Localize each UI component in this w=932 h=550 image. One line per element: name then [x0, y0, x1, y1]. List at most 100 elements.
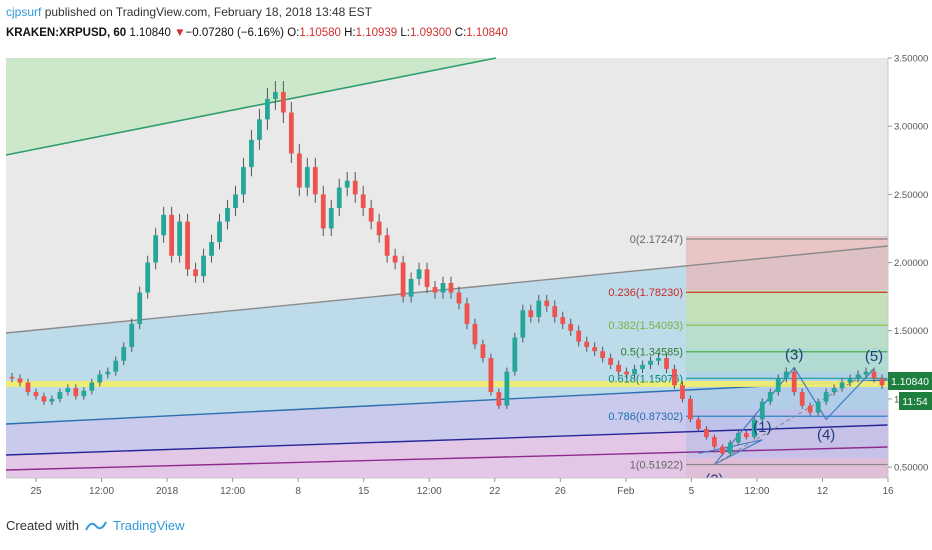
- x-tick-label: 2018: [156, 486, 179, 497]
- candle-body: [480, 344, 486, 358]
- y-tick-label: 0.50000: [894, 463, 928, 474]
- last-price-tag: [888, 372, 932, 390]
- x-tick-label: 15: [358, 486, 370, 497]
- candle-body: [241, 167, 246, 195]
- support-band: [6, 381, 888, 387]
- candle-body: [560, 317, 566, 324]
- candle-body: [33, 392, 39, 397]
- candle-body: [727, 442, 733, 454]
- candle-body: [855, 374, 861, 379]
- x-tick-label: 12:00: [744, 486, 769, 497]
- time-axis[interactable]: 25 12:00 2018 12:00 8 15 12:00 22 26 Feb 5 12:00 12 1…: [30, 478, 894, 497]
- candle-body: [161, 214, 167, 236]
- candle-body: [17, 378, 23, 383]
- candle-body: [464, 303, 470, 324]
- fib-label: 0.236(1.78230): [608, 287, 683, 299]
- candle-body: [616, 364, 622, 372]
- candle-body: [815, 401, 821, 413]
- candle-body: [328, 208, 334, 229]
- candle-body: [360, 194, 366, 208]
- candle-body: [807, 405, 813, 413]
- candle-body: [783, 371, 789, 379]
- author-link[interactable]: cjpsurf: [6, 5, 42, 19]
- tradingview-brand[interactable]: TradingView: [112, 518, 185, 533]
- x-tick-label: 12:00: [89, 486, 114, 497]
- high-label: H:: [344, 27, 356, 39]
- symbol: KRAKEN:XRPUSD, 60: [6, 27, 127, 39]
- time-axis-bg: [0, 478, 932, 506]
- lower-channel-fill: [6, 380, 888, 455]
- candle-body: [320, 194, 326, 229]
- fib-label: 0.382(1.54093): [608, 320, 683, 332]
- down-arrow-icon: ▼: [174, 27, 186, 39]
- candle-body: [847, 378, 853, 383]
- candle-body: [97, 374, 103, 383]
- candle-body: [384, 235, 390, 256]
- candle-body: [456, 292, 462, 304]
- wave-label: (3): [785, 347, 803, 364]
- candle-body: [408, 278, 414, 297]
- candle-body: [879, 378, 885, 386]
- candle-body: [576, 330, 582, 342]
- candle-body: [265, 98, 270, 120]
- candle-body: [249, 139, 254, 168]
- candle-body: [504, 371, 510, 406]
- close-label: C:: [454, 27, 467, 39]
- candle-body: [209, 242, 214, 256]
- candle-body: [680, 385, 685, 399]
- candle-body: [392, 255, 398, 263]
- x-tick-label: 22: [489, 486, 501, 497]
- candle-body: [640, 364, 645, 369]
- candle-body: [600, 351, 606, 358]
- candle-body: [57, 392, 63, 399]
- candle-body: [512, 337, 518, 372]
- candle-body: [552, 306, 558, 318]
- mid-channel-fill: [6, 246, 888, 424]
- fib-zone-1: [686, 458, 888, 478]
- candle-body: [81, 390, 87, 397]
- candle-body: [735, 433, 741, 443]
- x-tick-label: 12: [817, 486, 829, 497]
- candle-body: [105, 371, 111, 375]
- candle-body: [121, 347, 127, 361]
- high-value: 1.10939: [355, 27, 398, 39]
- candle-body: [145, 262, 151, 293]
- channel-top-line: [5, 245, 889, 334]
- candle-body: [592, 347, 598, 352]
- candle-body: [696, 419, 701, 429]
- candle-body: [225, 208, 230, 222]
- y-tick-label: 2.50000: [894, 190, 928, 201]
- open-label: O:: [287, 27, 300, 39]
- candle-body: [424, 269, 430, 288]
- candle-body: [312, 167, 318, 195]
- candle-body: [233, 194, 238, 208]
- candle-body: [368, 208, 374, 222]
- candle-body: [376, 221, 382, 236]
- candle-body: [296, 153, 302, 188]
- candle-body: [823, 392, 829, 402]
- candle-body: [719, 446, 725, 454]
- candle-body: [688, 398, 693, 420]
- candle-body: [352, 180, 358, 195]
- fib-label: 0(2.17247): [630, 234, 683, 246]
- low-value: 1.09300: [409, 27, 452, 39]
- candle-body: [704, 428, 709, 438]
- publish-line: cjpsurf published on TradingView.com, Fe…: [6, 5, 372, 19]
- wave-label: (4): [817, 426, 835, 443]
- candle-body: [304, 167, 310, 188]
- candle-body: [863, 371, 869, 375]
- ohlc-line: KRAKEN:XRPUSD, 60 1.10840 ▼−0.07280 (−6.…: [6, 27, 508, 39]
- candle-body: [177, 221, 183, 256]
- upper-channel-line: [5, 57, 497, 156]
- publish-info: published on TradingView.com, February 1…: [44, 5, 373, 19]
- candle-body: [767, 392, 773, 402]
- wave-base-line: [714, 368, 875, 465]
- close-value: 1.10840: [466, 27, 508, 39]
- wave-label: (1): [753, 419, 771, 436]
- candle-body: [584, 341, 590, 348]
- x-tick-label: 16: [882, 486, 894, 497]
- open-value: 1.10580: [299, 27, 341, 39]
- x-tick-label: 26: [555, 486, 567, 497]
- candle-body: [871, 371, 877, 379]
